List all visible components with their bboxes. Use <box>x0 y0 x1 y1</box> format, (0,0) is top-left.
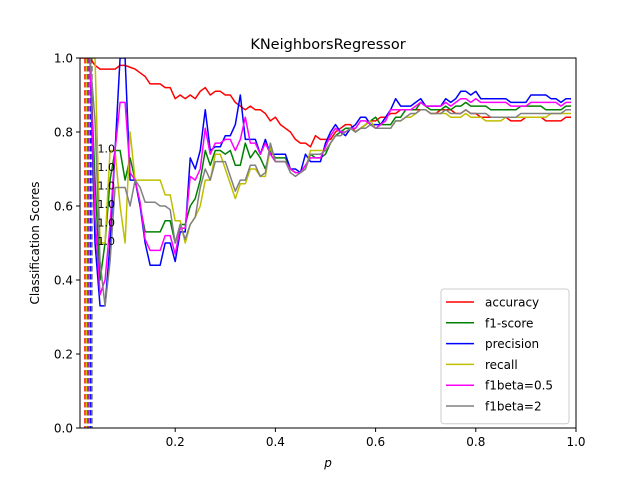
series-line-precision <box>89 58 571 307</box>
series-line-accuracy <box>80 58 571 148</box>
x-tick-label: 1.0 <box>566 435 585 449</box>
y-tick-label: 0.0 <box>54 422 73 436</box>
axes: 0.2 0.4 0.6 0.8 1.0 0.0 0.2 0.4 0.6 0.8 1.0 <box>54 52 586 450</box>
legend-label: f1beta=0.5 <box>485 379 553 393</box>
series-line-f1beta-2 <box>89 58 571 307</box>
legend-label: accuracy <box>485 296 539 310</box>
legend-label: recall <box>485 358 518 372</box>
annotation-label: 1.0 <box>98 198 116 211</box>
annotation-label: 1.0 <box>98 179 116 192</box>
legend-label: f1beta=2 <box>485 400 542 414</box>
x-tick-label: 0.8 <box>466 435 485 449</box>
annotation-label: 1.0 <box>98 235 116 248</box>
y-tick-label: 0.8 <box>54 126 73 140</box>
legend: accuracy f1-score precision recall f1beta=0.… <box>440 288 570 425</box>
y-axis-label: Classification Scores <box>28 181 42 304</box>
x-axis-label: p <box>323 456 332 470</box>
chart-title: KNeighborsRegressor <box>250 37 405 53</box>
annotation-label: 1.0 <box>98 161 116 174</box>
axes-frame <box>79 57 577 429</box>
x-tick-label: 0.2 <box>166 435 185 449</box>
x-tick-label: 0.4 <box>266 435 285 449</box>
y-tick-label: 1.0 <box>54 52 73 66</box>
x-tick-label: 0.6 <box>366 435 385 449</box>
plot-area: 1.0 1.0 1.0 1.0 1.0 1.0 <box>80 58 571 428</box>
annotation-label: 1.0 <box>98 142 116 155</box>
legend-label: f1-score <box>485 316 533 330</box>
series-line-f1beta-0-5 <box>89 58 571 296</box>
legend-label: precision <box>485 337 539 351</box>
y-tick-label: 0.6 <box>54 200 73 214</box>
y-tick-label: 0.4 <box>54 274 73 288</box>
y-tick-label: 0.2 <box>54 348 73 362</box>
annotation-label: 1.0 <box>98 216 116 229</box>
